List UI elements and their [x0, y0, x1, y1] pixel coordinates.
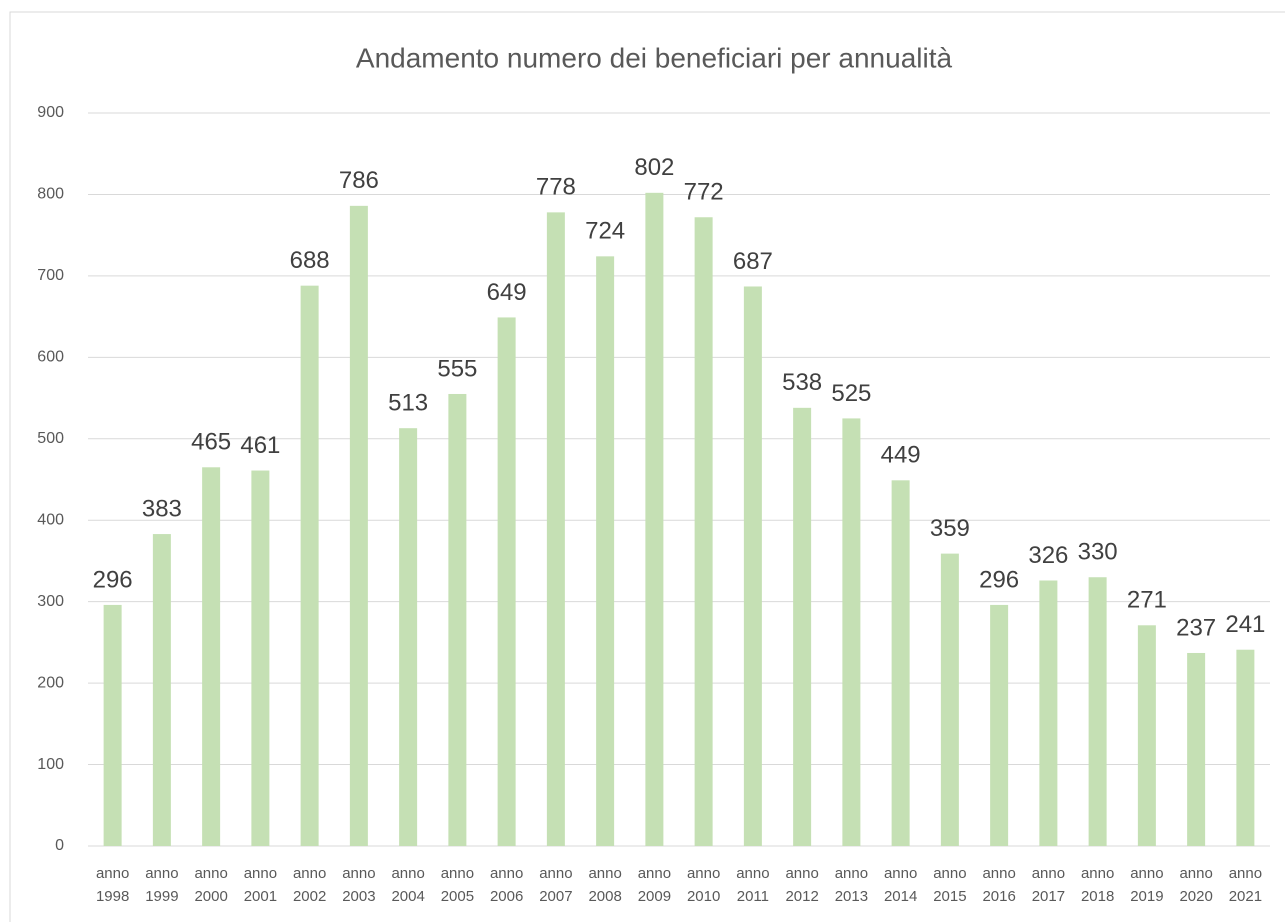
x-tick-label: anno 2002: [293, 865, 326, 905]
bar: [546, 212, 565, 846]
x-tick-label: anno 2004: [391, 865, 424, 905]
bar: [497, 317, 516, 847]
x-tick-label: anno 2020: [1179, 865, 1212, 905]
bar: [694, 217, 713, 846]
x-tick-label: anno 2015: [933, 865, 966, 905]
data-label: 237: [1176, 614, 1216, 641]
bar: [349, 205, 368, 846]
bar: [940, 553, 959, 846]
bar: [251, 470, 270, 846]
bar: [202, 467, 221, 846]
bar: [793, 407, 812, 846]
x-tick-label: anno 2000: [194, 865, 227, 905]
data-label: 786: [339, 167, 379, 194]
y-tick-label: 800: [37, 186, 64, 203]
data-label: 296: [93, 566, 133, 593]
bar: [1137, 625, 1156, 846]
x-tick-label: anno 1998: [96, 865, 129, 905]
x-tick-label: anno 2018: [1081, 865, 1114, 905]
data-label: 802: [634, 154, 674, 181]
bar: [399, 428, 418, 846]
data-label: 649: [487, 279, 527, 306]
data-label: 687: [733, 248, 773, 275]
data-label: 724: [585, 218, 625, 245]
data-label: 241: [1225, 611, 1265, 638]
y-tick-label: 0: [55, 837, 64, 854]
data-label: 296: [979, 566, 1019, 593]
x-tick-label: anno 2016: [982, 865, 1015, 905]
x-tick-label: anno 2010: [687, 865, 720, 905]
x-tick-label: anno 2012: [785, 865, 818, 905]
y-tick-label: 500: [37, 430, 64, 447]
y-tick-label: 200: [37, 674, 64, 691]
bar: [152, 534, 171, 846]
chart-title: Andamento numero dei beneficiari per ann…: [356, 42, 953, 73]
bar: [990, 604, 1009, 846]
data-label: 465: [191, 429, 231, 456]
data-label: 330: [1078, 539, 1118, 566]
data-label: 359: [930, 515, 970, 542]
data-label: 383: [142, 495, 182, 522]
bar: [645, 192, 664, 846]
data-label: 513: [388, 390, 428, 417]
x-tick-label: anno 2001: [244, 865, 277, 905]
x-tick-label: anno 1999: [145, 865, 178, 905]
bar: [596, 256, 615, 846]
data-label: 525: [831, 380, 871, 407]
x-tick-label: anno 2009: [638, 865, 671, 905]
bar: [1088, 577, 1107, 846]
data-label: 772: [684, 179, 724, 206]
x-tick-label: anno 2021: [1229, 865, 1262, 905]
y-tick-label: 100: [37, 756, 64, 773]
bar: [842, 418, 861, 846]
x-tick-label: anno 2006: [490, 865, 523, 905]
data-label: 326: [1028, 542, 1068, 569]
bar: [1187, 652, 1206, 846]
data-label: 271: [1127, 587, 1167, 614]
bar: [103, 604, 122, 846]
y-tick-label: 300: [37, 593, 64, 610]
data-label: 688: [290, 247, 330, 274]
x-tick-label: anno 2005: [441, 865, 474, 905]
x-tick-label: anno 2014: [884, 865, 917, 905]
y-tick-label: 600: [37, 349, 64, 366]
bar: [891, 480, 910, 846]
bar: [448, 393, 467, 846]
x-tick-label: anno 2007: [539, 865, 572, 905]
x-tick-label: anno 2008: [588, 865, 621, 905]
bar: [1236, 649, 1255, 846]
x-tick-label: anno 2011: [736, 865, 769, 905]
bar: [1039, 580, 1058, 846]
x-tick-label: anno 2019: [1130, 865, 1163, 905]
data-label: 778: [536, 174, 576, 201]
y-tick-label: 700: [37, 267, 64, 284]
bar: [300, 285, 319, 846]
data-label: 555: [437, 355, 477, 382]
y-tick-label: 900: [37, 104, 64, 121]
data-label: 449: [881, 442, 921, 469]
x-tick-label: anno 2017: [1032, 865, 1065, 905]
bar: [743, 286, 762, 846]
data-label: 538: [782, 369, 822, 396]
data-label: 461: [240, 432, 280, 459]
x-tick-label: anno 2003: [342, 865, 375, 905]
x-tick-label: anno 2013: [835, 865, 868, 905]
y-tick-label: 400: [37, 511, 64, 528]
